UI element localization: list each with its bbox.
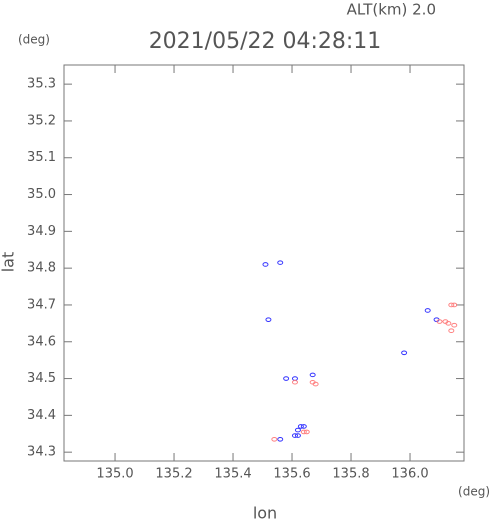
point [424,308,431,313]
plot-frame [63,64,465,462]
point [312,381,319,387]
point [291,376,298,381]
y-tick-label: 34.7 [27,297,56,312]
y-unit: (deg) [18,33,50,47]
point [265,317,272,322]
point [271,436,278,442]
point [448,302,455,308]
x-tick-label: 135.2 [155,467,192,482]
point [283,376,290,381]
alt-label: ALT(km) 2.0 [347,1,436,19]
point [262,262,269,267]
y-tick-label: 35.0 [27,187,56,202]
point [277,436,284,442]
point [300,429,307,435]
point [436,319,443,324]
y-tick-label: 34.5 [27,371,56,386]
y-tick-label: 35.2 [27,113,56,128]
point [294,433,301,438]
x-tick-label: 135.6 [273,467,310,482]
y-axis-label: lat [0,252,18,273]
point [277,260,284,265]
y-tick-label: 35.3 [27,77,56,92]
x-tick-label: 136.0 [391,467,428,482]
x-axis-label: lon [253,504,277,521]
point [291,379,298,385]
y-tick-label: 35.1 [27,150,56,165]
point [303,429,310,435]
point [401,350,408,356]
y-tick-label: 34.6 [27,334,56,349]
y-tick-label: 34.3 [27,445,56,460]
point [291,433,298,438]
y-tick-label: 34.8 [27,261,56,276]
point [309,372,316,378]
point [448,328,455,334]
y-tick-label: 34.9 [27,224,56,239]
point [451,302,458,308]
point [294,427,301,433]
x-tick-label: 135.0 [96,467,133,482]
point [445,321,452,326]
x-tick-label: 135.8 [332,467,369,482]
point [451,322,458,328]
chart-title: 2021/05/22 04:28:11 [149,29,382,54]
point [300,424,307,429]
y-tick-label: 34.4 [27,408,56,423]
x-tick-label: 135.4 [214,467,251,482]
x-unit: (deg) [458,485,490,499]
point [297,424,304,429]
